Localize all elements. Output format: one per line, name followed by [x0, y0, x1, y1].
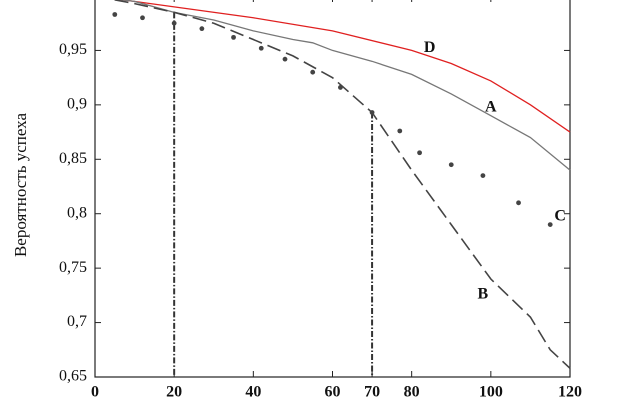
y-tick-label: 0,85 — [59, 150, 87, 167]
y-tick-label: 0,9 — [67, 96, 87, 113]
series-label: A — [485, 98, 497, 115]
data-point — [171, 20, 177, 26]
data-point — [547, 222, 553, 228]
x-tick-label: 100 — [479, 384, 503, 401]
x-tick-label: 120 — [558, 384, 582, 401]
data-point — [112, 12, 118, 17]
series-line — [111, 0, 571, 369]
x-tick-label: 40 — [245, 384, 261, 401]
y-axis-label: Вероятность успеха — [11, 112, 30, 257]
data-point — [231, 34, 236, 40]
data-point — [448, 162, 454, 168]
data-point — [417, 150, 422, 156]
y-tick-label: 0,7 — [67, 313, 87, 330]
plot-frame — [94, 0, 571, 378]
x-tick-label: 80 — [404, 384, 420, 401]
y-tick-label: 0,75 — [59, 259, 87, 276]
series-label: D — [424, 39, 436, 56]
x-tick-label: 60 — [325, 384, 341, 401]
data-point — [282, 56, 288, 62]
data-point — [397, 128, 403, 134]
x-tick-label: 70 — [364, 384, 380, 401]
y-tick-label: 0,65 — [59, 368, 87, 385]
data-point — [258, 45, 264, 51]
data-point — [199, 26, 205, 32]
series-label: C — [554, 207, 566, 224]
x-tick-label: 20 — [166, 384, 182, 401]
y-tick-label: 0,95 — [59, 41, 87, 58]
data-point — [310, 69, 316, 75]
data-point — [516, 200, 521, 206]
data-point — [480, 173, 486, 179]
y-tick-label: 1 — [79, 0, 87, 4]
data-point — [140, 15, 145, 21]
series-label: B — [477, 286, 488, 303]
y-tick-label: 0,8 — [67, 204, 87, 221]
x-tick-label: 0 — [91, 384, 99, 401]
series-line — [119, 0, 571, 133]
